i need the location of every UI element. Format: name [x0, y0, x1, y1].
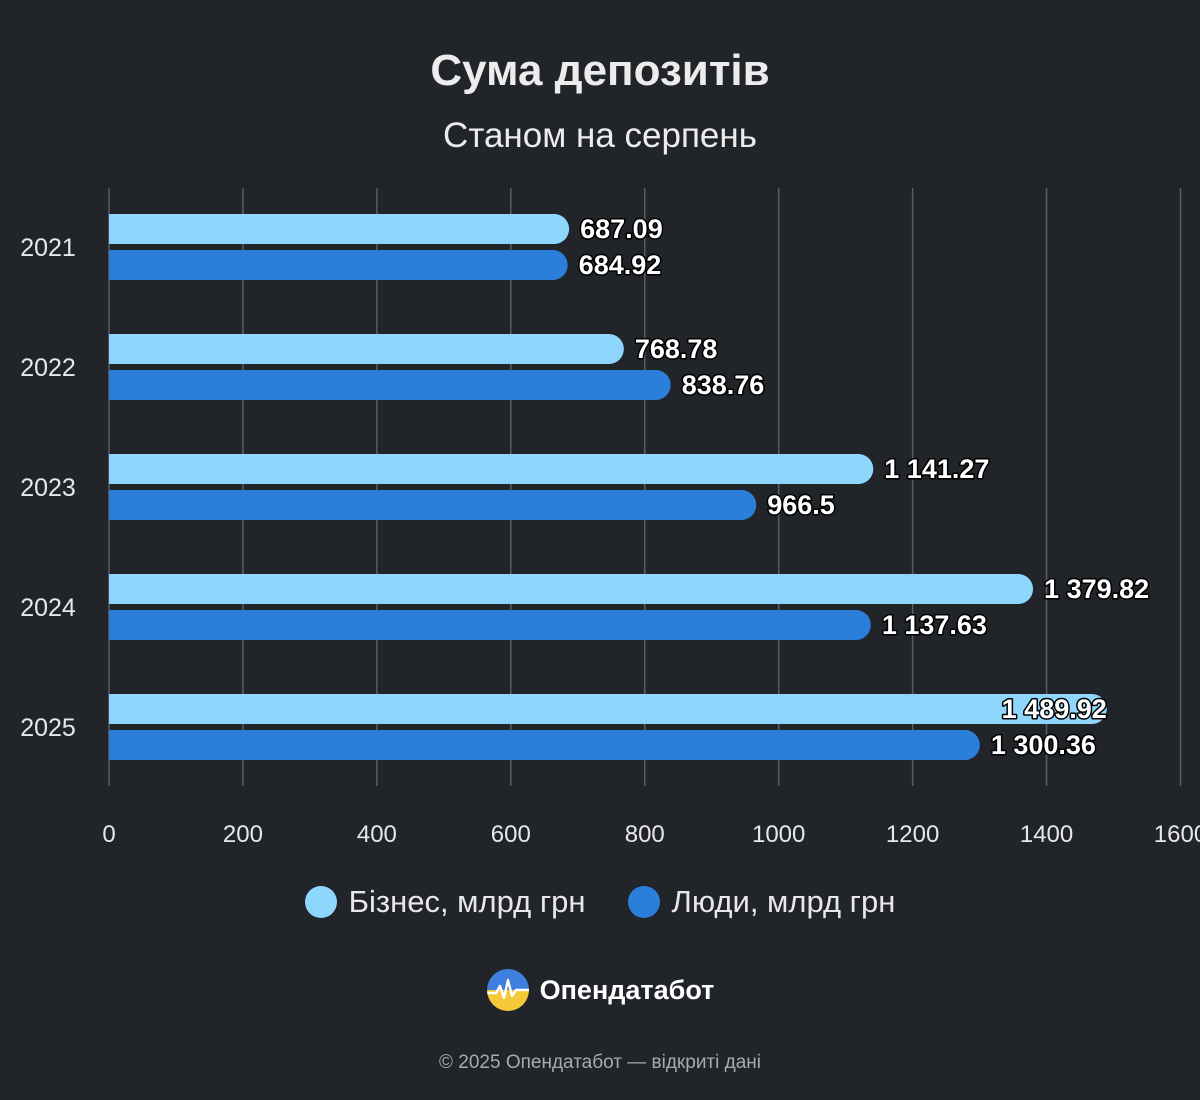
brand-name: Опендатабот	[539, 974, 715, 1005]
data-label: 1 300.36	[991, 730, 1096, 760]
legend-item-business: Бізнес, млрд грн	[304, 884, 586, 920]
data-label: 687.09	[580, 214, 663, 244]
data-label: 1 141.27	[884, 454, 989, 484]
data-label: 838.76	[682, 370, 765, 400]
data-label: 1 489.92	[1002, 694, 1107, 724]
bar-people	[109, 370, 671, 400]
bar-business	[109, 574, 1034, 604]
data-label: 966.5	[767, 490, 835, 520]
data-label: 1 379.82	[1044, 574, 1149, 604]
x-tick-label: 0	[102, 821, 115, 848]
chart-title: Сума депозитів	[430, 46, 770, 95]
x-tick-label: 1000	[752, 821, 805, 848]
y-tick-label: 2024	[20, 594, 76, 622]
copyright-text: © 2025 Опендатабот — відкриті дані	[439, 1052, 761, 1073]
bar-people	[109, 730, 980, 760]
bar-business	[109, 334, 624, 364]
x-tick-label: 400	[357, 821, 397, 848]
legend-swatch-business	[304, 886, 337, 918]
data-label: 684.92	[579, 250, 662, 280]
bar-business	[109, 694, 1107, 724]
legend-item-people: Люди, млрд грн	[627, 884, 896, 920]
x-tick-label: 600	[491, 821, 531, 848]
bar-people	[109, 250, 568, 280]
legend-label-people: Люди, млрд грн	[671, 884, 896, 919]
chart-legend: Бізнес, млрд грн Люди, млрд грн	[0, 884, 1200, 920]
x-tick-label: 1400	[1020, 821, 1073, 848]
bar-people	[109, 610, 871, 640]
data-label: 768.78	[635, 334, 718, 364]
bar-people	[109, 490, 757, 520]
legend-label-business: Бізнес, млрд грн	[348, 884, 586, 919]
legend-swatch-people	[627, 886, 660, 918]
bar-chart: 0 200 400 600 800 1000 1200 1400 1600 2021 687.09 6…	[20, 188, 1200, 848]
x-tick-label: 1200	[886, 821, 939, 848]
x-tick-label: 200	[223, 821, 263, 848]
y-tick-label: 2021	[20, 234, 76, 262]
x-tick-label: 800	[625, 821, 665, 848]
bar-business	[109, 454, 874, 484]
brand: Опендатабот	[0, 968, 1200, 1012]
y-tick-label: 2025	[20, 714, 76, 742]
chart-subtitle: Станом на серпень	[443, 116, 757, 155]
y-tick-label: 2022	[20, 354, 76, 382]
bar-business	[109, 214, 570, 244]
y-tick-label: 2023	[20, 474, 76, 502]
brand-logo-icon	[486, 969, 529, 1011]
data-label: 1 137.63	[882, 610, 987, 640]
x-tick-label: 1600	[1154, 821, 1200, 848]
